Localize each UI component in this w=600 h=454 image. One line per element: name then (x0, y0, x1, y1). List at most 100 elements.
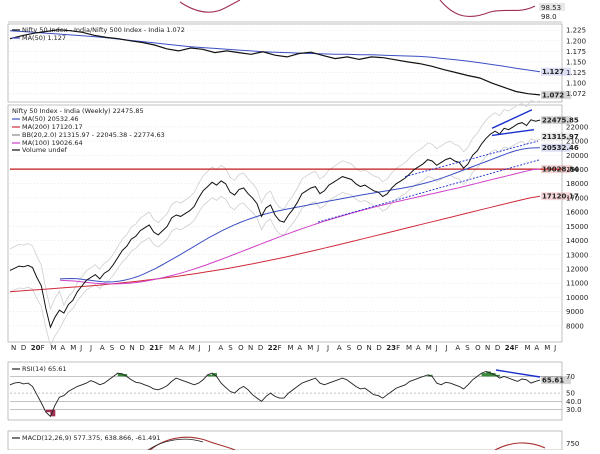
month-label-15: F (159, 344, 163, 352)
macd-signal-curve (149, 436, 236, 451)
month-label-28: M (288, 344, 294, 352)
price-marker-0: 22475.85 (541, 116, 579, 125)
price-tick-9: 17000 (566, 194, 588, 202)
rsi-legend: RSI(14) 65.61 (22, 365, 67, 373)
top-strip-curve-left (179, 0, 241, 13)
month-label-40: M (406, 344, 412, 352)
x-axis-month-labels: N D 20 F M A M J J A S O N D 21 F M A M J J A S O N D 22 F M A M J J A S O N… (11, 344, 556, 352)
month-label-19: J (198, 344, 201, 352)
rsi-fill-low-8 (45, 409, 51, 413)
price-tick-0: 8000 (566, 322, 584, 330)
month-label-10: S (110, 344, 115, 352)
price-legend-0: Nifty 50 Index - India (Weekly) 22475.85 (12, 107, 144, 115)
month-label-27: F (278, 344, 282, 352)
rsi-tick-2: 50 (566, 390, 575, 398)
price-marker-1-label: 21315.97 (542, 133, 579, 141)
month-label-55: J (553, 344, 556, 352)
rsi-panel-frame (7, 361, 563, 421)
ratio-marker-1-label: 1.072 (542, 91, 564, 99)
month-label-25: D (258, 344, 263, 352)
month-label-50: 24 (505, 344, 515, 352)
month-label-7: J (79, 344, 82, 352)
price-trend-line-0 (491, 109, 533, 129)
ratio-grid (10, 30, 562, 94)
rsi-fill-high-105 (481, 373, 487, 377)
price-tick-14: 22000 (566, 123, 588, 131)
price-tick-1: 9000 (566, 308, 584, 316)
month-label-43: J (435, 344, 438, 352)
price-tick-13: 21000 (566, 138, 588, 146)
month-label-17: A (179, 344, 184, 352)
rsi-series-line (9, 371, 541, 418)
ma50-line (59, 147, 541, 283)
ratio-tick-5: 1.100 (566, 80, 586, 88)
month-label-35: O (357, 344, 363, 352)
rsi-fill-high-44 (207, 374, 213, 377)
price-tick-2: 10000 (566, 294, 588, 302)
month-label-24: N (248, 344, 253, 352)
month-label-41: A (416, 344, 421, 352)
price-marker-4-label: 17120.17 (542, 193, 579, 201)
month-label-4: M (51, 344, 57, 352)
price-tick-6: 14000 (566, 237, 588, 245)
ratio-tick-1: 1.200 (566, 37, 586, 45)
ratio-legend-1: MA(50) 1.127 (22, 34, 66, 42)
month-label-34: S (347, 344, 352, 352)
month-label-6: M (70, 344, 76, 352)
ratio-marker-0-bg (541, 67, 571, 76)
month-label-38: 23 (386, 344, 396, 352)
month-label-14: 21 (149, 344, 159, 352)
price-marker-1: 21315.97 (541, 132, 579, 141)
month-label-42: M (426, 344, 432, 352)
month-label-2: 20 (31, 344, 41, 352)
price-panel: 8000 9000 10000 11000 12000 13000 14000 15000 16… (7, 100, 588, 347)
price-marker-2: 20532.46 (541, 143, 579, 152)
rsi-fill-high-107 (490, 373, 496, 377)
macd-line-curve (147, 438, 204, 451)
month-label-22: S (228, 344, 233, 352)
month-label-5: A (60, 344, 65, 352)
price-tick-8: 16000 (566, 209, 588, 217)
ratio-marker-0: 1.127 (541, 67, 571, 76)
price-tick-4: 12000 (566, 266, 588, 274)
rsi-panel: 30.040.050 70 65.61 RSI(14) 65.61 (7, 361, 582, 421)
rsi-tick-labels: 30.040.050 70 (566, 373, 582, 414)
month-label-44: J (445, 344, 448, 352)
price-marker-3-bg (541, 165, 571, 174)
rsi-fill-high-108 (495, 374, 500, 377)
rsi-fill-high-106 (486, 371, 491, 377)
ratio-marker-1: 1.072 (541, 90, 571, 99)
month-label-20: J (208, 344, 211, 352)
month-label-36: N (367, 344, 372, 352)
ratio-tick-2: 1.175 (566, 48, 586, 56)
month-label-29: A (297, 344, 302, 352)
ratio-ma50-line (9, 30, 541, 73)
macd-panel: MACD(12,26,9) 577.375, 638.866, -61.491 … (7, 430, 579, 451)
ratio-tick-4: 1.125 (566, 69, 586, 77)
price-trend-lines (317, 109, 541, 223)
price-marker-0-label: 22475.85 (542, 117, 579, 125)
ratio-legend-0: Nifty 50 Index - India/Nifty 500 Index -… (22, 26, 185, 34)
month-label-53: A (534, 344, 539, 352)
macd-signal-curve-right (494, 442, 546, 451)
rsi-tick-3: 70 (566, 373, 575, 381)
price-trend-line-3 (404, 140, 539, 178)
price-marker-0-bg (541, 116, 571, 125)
price-legend-5: Volume undef (22, 146, 68, 154)
ratio-series-line (9, 29, 541, 96)
bollinger-lower-line (9, 138, 541, 347)
price-marker-3: 19028.84 (541, 165, 579, 174)
price-tick-3: 11000 (566, 280, 588, 288)
price-tick-7: 15000 (566, 223, 588, 231)
rsi-tick-0: 30.0 (566, 406, 582, 414)
month-label-9: A (100, 344, 105, 352)
month-label-0: N (11, 344, 16, 352)
month-label-23: O (238, 344, 244, 352)
month-label-47: O (475, 344, 481, 352)
price-legend-4: MA(100) 19026.64 (22, 139, 83, 147)
price-series-line (9, 119, 541, 329)
month-label-32: J (326, 344, 329, 352)
price-marker-2-bg (541, 143, 571, 152)
price-tick-10: 18000 (566, 180, 588, 188)
